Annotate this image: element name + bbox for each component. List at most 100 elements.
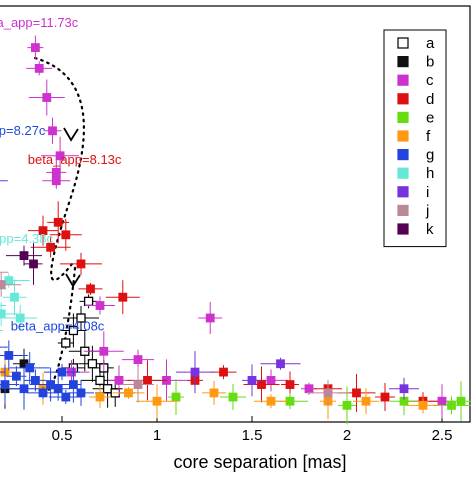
data-point-d [380,392,390,402]
legend-label-k: k [426,221,434,238]
x-tick-label: 2.5 [432,427,453,444]
data-point-h [15,313,25,323]
legend-marker-f [397,130,409,142]
data-point-g [25,363,35,373]
data-point-g [4,351,14,360]
arrowhead-upper [63,127,79,142]
legend-label-f: f [426,128,431,145]
data-point-e [456,396,466,406]
data-point-g [46,380,55,389]
legend-marker-h [397,167,409,179]
data-point-a [68,325,79,336]
data-point-f [418,400,428,410]
legend-label-i: i [426,184,429,201]
data-point-f [152,396,162,406]
data-point-d [61,230,71,240]
plot-area: 0.5 1 1.5 2 2.5 beta_app=11.73c beta_app=8.27c… [0,5,471,444]
legend-label-e: e [426,109,434,126]
data-point-d [53,217,63,227]
data-point-d [143,375,152,385]
data-point-g [61,392,71,402]
legend-marker-i [397,186,409,198]
data-point-d [219,367,228,377]
trajectory-path-upper [33,56,86,281]
data-point-c [437,396,447,406]
x-tick-label: 2 [343,427,351,444]
x-axis-label: core separation [mas] [173,452,346,472]
data-point-j [0,280,6,290]
data-point-a [95,375,105,386]
annotation-label: beta_app=8.27c [0,123,46,138]
data-point-f [124,388,133,398]
data-point-a [102,384,113,394]
data-point-a [83,296,94,307]
data-point-d [352,388,361,398]
data-point-g [19,384,29,394]
data-point-c [205,313,215,323]
legend-marker-b [397,55,409,68]
data-point-e [342,400,352,410]
annotation-label: beta_app=11.73c [0,15,79,30]
data-point-a [61,338,71,348]
data-point-d [46,242,55,252]
data-point-h [4,276,14,285]
data-point-h [0,309,6,319]
x-tick-label: 1.5 [242,427,263,444]
legend-marker-g [397,149,409,161]
data-point-c [95,301,105,310]
data-point-a [87,359,98,369]
annotation-label: beta_app=8.13c [28,152,122,167]
x-tick-label: 1 [153,427,161,444]
data-point-g [57,367,67,377]
data-point-c [30,43,40,52]
data-point-c [34,64,44,73]
legend-label-a: a [426,35,435,52]
data-point-c [266,375,276,385]
data-point-f [266,396,276,406]
data-point-c [42,93,52,102]
data-point-i [276,359,285,369]
legend-marker-a [397,37,409,49]
legend-label-j: j [425,202,429,219]
data-point-g [69,380,78,389]
data-point-i [399,384,409,394]
data-point-g [0,380,10,389]
data-point-d [118,292,128,302]
trajectory-path-lower [38,266,77,395]
plot-frame [0,5,471,423]
legend-label-c: c [426,72,434,89]
data-point-e [228,392,238,402]
data-point-c [51,167,61,177]
data-point-k [19,251,29,261]
data-point-a [76,313,86,323]
data-point-c [304,384,314,394]
legend-marker-d [397,93,409,105]
data-point-d [76,259,86,269]
legend-marker-j [397,204,409,216]
data-point-g [76,388,86,398]
data-point-f [95,392,105,402]
data-point-i [190,367,200,377]
data-point-j [323,388,333,398]
data-point-c [48,126,57,136]
data-point-c [55,151,65,161]
annotation-label: beta_app=4.38c [0,231,54,246]
data-point-h [10,292,19,302]
data-point-g [11,371,21,381]
data-point-d [285,380,295,389]
x-tick-label: 0.5 [52,427,73,444]
legend-marker-k [397,223,409,235]
data-point-g [30,375,40,385]
legend-marker-c [397,74,409,86]
data-point-d [86,284,95,294]
data-point-d [38,226,48,236]
legend-marker-e [397,111,409,124]
legend-label-d: d [426,91,434,108]
data-point-i [247,375,257,385]
data-point-g [53,384,63,394]
data-point-d [257,380,266,389]
data-point-c [133,355,143,365]
